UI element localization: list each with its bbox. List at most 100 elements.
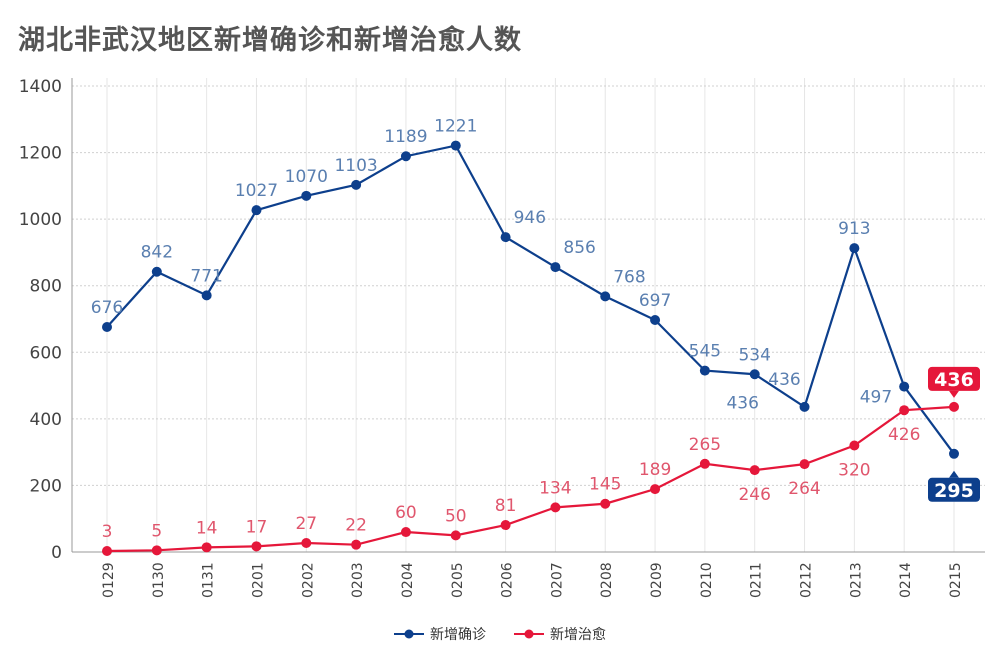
confirmed-point	[151, 266, 162, 277]
y-tick-label: 1000	[19, 210, 62, 230]
confirmed-data-label: 946	[514, 208, 546, 228]
cured-point	[699, 458, 710, 469]
cured-point	[749, 465, 760, 476]
cured-point	[400, 527, 411, 538]
cured-point	[799, 459, 810, 470]
legend: 新增确诊 新增治愈	[0, 624, 1000, 644]
cured-point	[849, 440, 860, 451]
cured-badge	[928, 366, 980, 391]
cured-data-label: 5	[151, 521, 162, 541]
cured-data-label: 134	[539, 478, 571, 498]
confirmed-point	[699, 365, 710, 376]
legend-item-cured[interactable]: 新增治愈	[514, 624, 606, 644]
confirmed-point	[201, 290, 212, 301]
x-tick-label: 0129	[101, 562, 117, 598]
confirmed-annotation-label: 436	[726, 393, 758, 413]
legend-label-cured: 新增治愈	[550, 627, 606, 643]
cured-point	[450, 530, 461, 541]
confirmed-point	[102, 321, 112, 332]
legend-item-confirmed[interactable]: 新增确诊	[394, 624, 486, 644]
confirmed-data-label: 1070	[285, 167, 328, 187]
confirmed-point	[450, 140, 461, 151]
confirmed-data-label: 842	[141, 243, 173, 263]
cured-point	[949, 401, 959, 412]
cured-point	[899, 405, 910, 416]
x-tick-label: 0214	[898, 562, 914, 598]
confirmed-data-label: 768	[613, 267, 645, 287]
confirmed-point	[351, 179, 362, 190]
x-tick-label: 0212	[799, 562, 815, 598]
chart-title: 湖北非武汉地区新增确诊和新增治愈人数	[18, 25, 522, 56]
x-tick-label: 0204	[400, 562, 416, 598]
cured-data-label: 50	[445, 506, 467, 526]
confirmed-point	[949, 448, 959, 459]
cured-data-label: 436	[934, 369, 974, 391]
legend-marker-confirmed-icon	[394, 629, 424, 639]
y-tick-label: 600	[30, 343, 62, 363]
confirmed-point	[650, 314, 661, 325]
confirmed-data-label: 1103	[334, 156, 377, 176]
confirmed-point	[500, 232, 511, 243]
y-tick-label: 800	[30, 277, 62, 297]
confirmed-point	[400, 151, 411, 162]
confirmed-data-label: 1027	[235, 181, 278, 201]
cured-line	[106, 405, 955, 553]
cured-point	[500, 520, 511, 531]
x-tick-label: 0206	[500, 562, 516, 598]
cured-data-label: 264	[788, 479, 820, 499]
cured-point	[301, 538, 312, 549]
cured-data-label: 3	[102, 522, 113, 542]
confirmed-data-label: 545	[689, 342, 721, 362]
y-tick-label: 1200	[19, 144, 62, 164]
confirmed-data-label: 1221	[434, 117, 477, 137]
confirmed-line	[106, 144, 955, 455]
y-tick-label: 400	[30, 410, 62, 430]
x-tick-label: 0205	[450, 562, 466, 598]
confirmed-badge	[928, 477, 980, 502]
cured-data-label: 265	[689, 435, 721, 455]
y-tick-label: 1400	[19, 77, 62, 97]
cured-data-label: 320	[838, 460, 870, 480]
cured-data-label: 145	[589, 475, 621, 495]
cured-data-label: 27	[295, 514, 317, 534]
confirmed-point	[799, 401, 810, 412]
cured-data-label: 246	[738, 485, 770, 505]
confirmed-data-label: 676	[91, 298, 123, 318]
confirmed-point	[600, 291, 611, 302]
confirmed-point	[301, 190, 312, 201]
cured-data-label: 60	[395, 503, 417, 523]
legend-marker-cured-icon	[514, 629, 544, 639]
confirmed-data-label: 771	[190, 266, 222, 286]
x-tick-label: 0210	[699, 562, 715, 598]
y-tick-label: 200	[30, 476, 62, 496]
cured-badge-pointer	[949, 390, 959, 398]
cured-point	[201, 542, 212, 553]
x-tick-label: 0202	[300, 562, 316, 598]
cured-data-label: 81	[495, 496, 517, 516]
cured-data-label: 22	[345, 516, 367, 536]
cured-point	[650, 484, 661, 495]
x-tick-label: 0207	[549, 562, 565, 598]
confirmed-badge-pointer	[949, 470, 959, 478]
confirmed-point	[899, 381, 910, 392]
x-tick-label: 0131	[201, 562, 217, 598]
cured-point	[351, 539, 362, 550]
cured-data-label: 17	[246, 517, 268, 537]
cured-data-label: 189	[639, 460, 671, 480]
confirmed-data-label: 497	[860, 388, 892, 408]
cured-point	[251, 541, 262, 552]
y-tick-label: 0	[51, 543, 62, 563]
confirmed-data-label: 697	[639, 291, 671, 311]
confirmed-point	[550, 262, 561, 273]
confirmed-data-label: 436	[768, 370, 800, 390]
cured-data-label: 426	[888, 425, 920, 445]
confirmed-data-label: 913	[838, 219, 870, 239]
x-tick-label: 0213	[848, 562, 864, 598]
confirmed-point	[251, 205, 262, 216]
confirmed-data-label: 295	[934, 480, 974, 502]
cured-point	[151, 545, 162, 556]
x-tick-label: 0209	[649, 562, 665, 598]
x-tick-label: 0203	[350, 562, 366, 598]
confirmed-point	[849, 243, 860, 254]
